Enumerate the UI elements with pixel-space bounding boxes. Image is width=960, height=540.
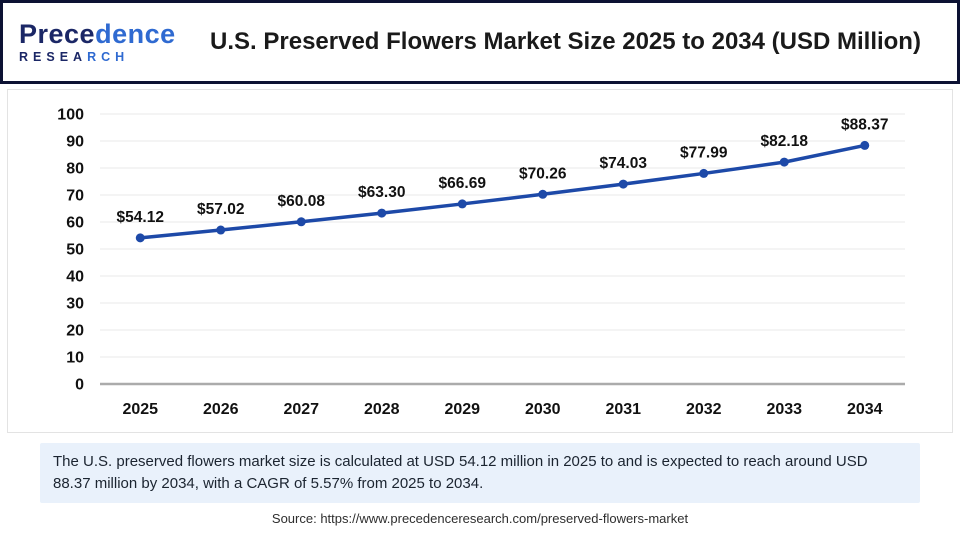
svg-text:60: 60: [66, 215, 84, 232]
svg-text:$54.12: $54.12: [117, 209, 164, 226]
svg-text:$88.37: $88.37: [841, 116, 888, 133]
svg-text:50: 50: [66, 242, 84, 259]
svg-text:$77.99: $77.99: [680, 144, 728, 161]
svg-text:2031: 2031: [605, 401, 641, 418]
header: Precedence RESEARCH U.S. Preserved Flowe…: [0, 0, 960, 84]
precedence-research-logo: Precedence RESEARCH: [3, 20, 194, 64]
summary-note: The U.S. preserved flowers market size i…: [40, 443, 920, 503]
svg-text:$63.30: $63.30: [358, 184, 405, 201]
svg-text:2025: 2025: [122, 401, 158, 418]
line-chart: 0102030405060708090100$54.122025$57.0220…: [57, 107, 905, 418]
svg-text:80: 80: [66, 161, 84, 178]
svg-text:$74.03: $74.03: [600, 155, 648, 172]
logo-subtitle-light: RCH: [87, 49, 130, 64]
svg-text:$60.08: $60.08: [278, 193, 326, 210]
svg-text:2027: 2027: [283, 401, 319, 418]
logo-subtitle: RESEARCH: [19, 50, 194, 64]
svg-text:0: 0: [75, 377, 84, 394]
svg-text:2032: 2032: [686, 401, 722, 418]
svg-text:$57.02: $57.02: [197, 201, 244, 218]
svg-text:$70.26: $70.26: [519, 165, 567, 182]
svg-text:$66.69: $66.69: [439, 175, 487, 192]
svg-text:90: 90: [66, 134, 84, 151]
svg-text:2026: 2026: [203, 401, 239, 418]
svg-text:2029: 2029: [444, 401, 480, 418]
svg-text:20: 20: [66, 323, 84, 340]
svg-text:2033: 2033: [766, 401, 802, 418]
svg-text:2028: 2028: [364, 401, 400, 418]
logo-wordmark: Precedence: [19, 20, 194, 48]
svg-text:30: 30: [66, 296, 84, 313]
page-title: U.S. Preserved Flowers Market Size 2025 …: [210, 28, 921, 55]
svg-text:100: 100: [57, 107, 84, 124]
source-text: Source: https://www.precedenceresearch.c…: [271, 511, 689, 526]
logo-wordmark-dark: Prece: [19, 19, 96, 50]
svg-text:$82.18: $82.18: [761, 133, 809, 150]
svg-text:10: 10: [66, 350, 84, 367]
logo-wordmark-light: dence: [95, 19, 176, 50]
chart-panel: 0 10 20 30 40 50 60 70 80 90 100 $54.12 2025 $57.02 20…: [7, 89, 953, 433]
svg-text:2030: 2030: [525, 401, 561, 418]
svg-text:70: 70: [66, 188, 84, 205]
logo-subtitle-dark: RESEA: [19, 49, 88, 64]
svg-text:2034: 2034: [847, 401, 883, 418]
svg-text:40: 40: [66, 269, 84, 286]
